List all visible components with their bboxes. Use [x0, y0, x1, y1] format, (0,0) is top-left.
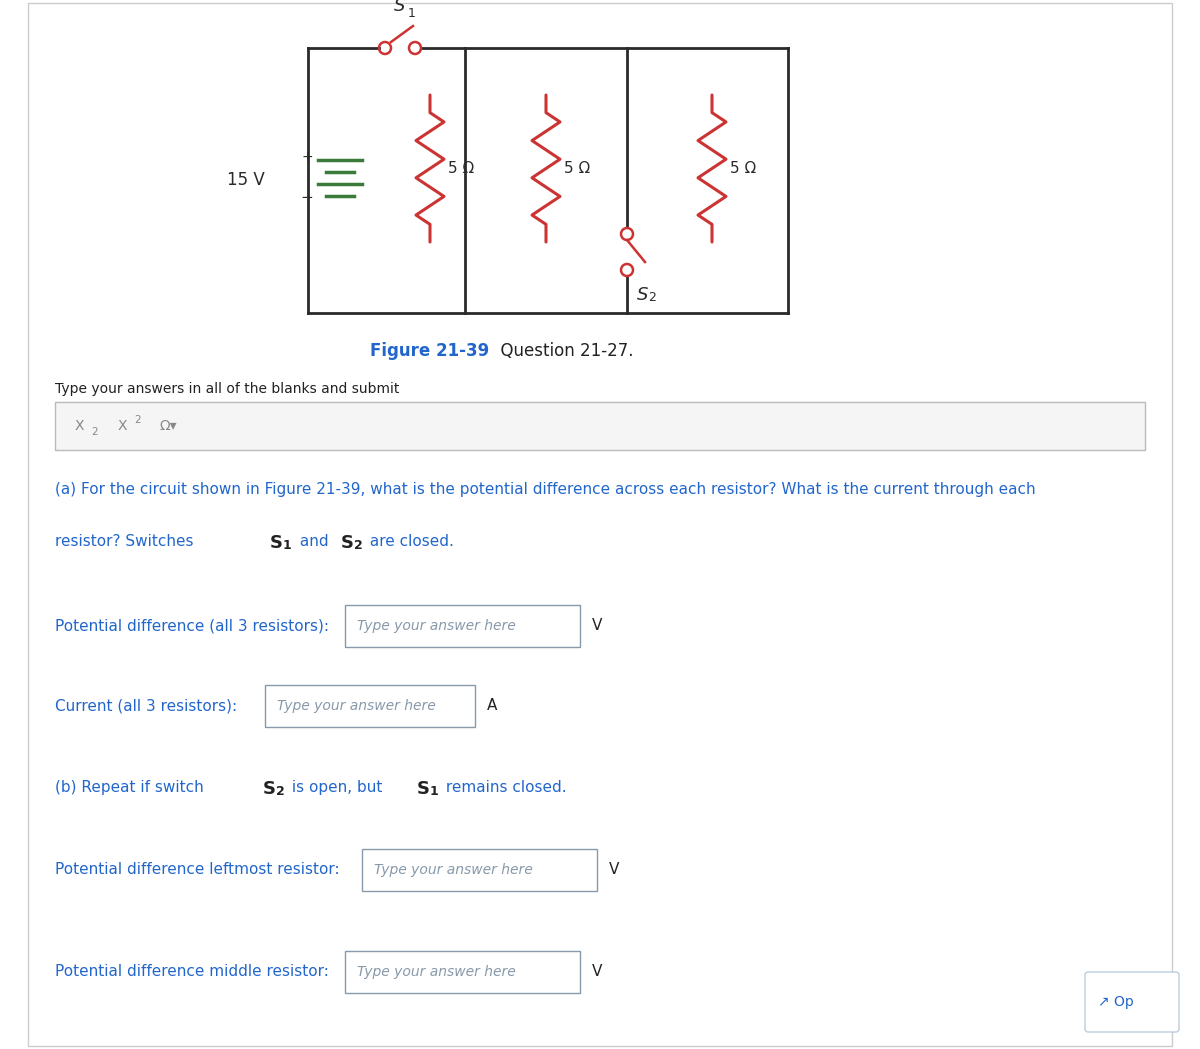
Text: Type your answer here: Type your answer here [358, 965, 516, 979]
FancyBboxPatch shape [1085, 972, 1178, 1032]
Text: 1: 1 [430, 785, 439, 798]
Text: 2: 2 [91, 427, 97, 437]
Text: 5 Ω: 5 Ω [448, 160, 474, 176]
Text: Question 21-27.: Question 21-27. [490, 342, 634, 360]
Text: X: X [74, 419, 84, 433]
Text: (b) Repeat if switch: (b) Repeat if switch [55, 780, 209, 795]
Text: and: and [295, 534, 334, 549]
FancyBboxPatch shape [346, 951, 580, 993]
Text: S: S [395, 0, 406, 15]
Text: Current (all 3 resistors):: Current (all 3 resistors): [55, 699, 238, 713]
Text: 2: 2 [648, 291, 656, 304]
Text: −: − [301, 190, 313, 205]
Text: is open, but: is open, but [287, 780, 388, 795]
Text: S: S [341, 534, 354, 552]
Text: Potential difference middle resistor:: Potential difference middle resistor: [55, 964, 329, 980]
Text: V: V [610, 862, 619, 878]
Text: 5 Ω: 5 Ω [730, 160, 756, 176]
FancyBboxPatch shape [346, 605, 580, 647]
Text: Type your answer here: Type your answer here [277, 699, 436, 713]
Text: Type your answer here: Type your answer here [374, 863, 533, 877]
Text: 2: 2 [134, 415, 140, 425]
FancyBboxPatch shape [265, 685, 475, 727]
Text: resistor? Switches: resistor? Switches [55, 534, 198, 549]
FancyBboxPatch shape [28, 3, 1172, 1046]
Text: (a) For the circuit shown in Figure 21-39, what is the potential difference acro: (a) For the circuit shown in Figure 21-3… [55, 481, 1036, 497]
Text: Ω▾: Ω▾ [160, 419, 178, 433]
Text: 1: 1 [283, 539, 292, 552]
Text: A: A [487, 699, 497, 713]
Text: are closed.: are closed. [365, 534, 454, 549]
Text: S: S [418, 780, 430, 798]
Text: 1: 1 [408, 7, 416, 20]
Text: S: S [270, 534, 283, 552]
Text: 2: 2 [276, 785, 284, 798]
Text: X: X [118, 419, 127, 433]
Text: 15 V: 15 V [227, 171, 265, 189]
Text: S: S [263, 780, 276, 798]
Text: +: + [301, 150, 313, 164]
Text: V: V [592, 964, 602, 980]
FancyBboxPatch shape [55, 402, 1145, 450]
Text: remains closed.: remains closed. [442, 780, 566, 795]
Text: 5 Ω: 5 Ω [564, 160, 590, 176]
Text: Type your answers in all of the blanks and submit: Type your answers in all of the blanks a… [55, 382, 400, 397]
Text: Type your answer here: Type your answer here [358, 619, 516, 633]
Text: Potential difference leftmost resistor:: Potential difference leftmost resistor: [55, 862, 340, 878]
Text: Figure 21-39: Figure 21-39 [370, 342, 490, 360]
Text: 2: 2 [354, 539, 362, 552]
Text: ↗ Op: ↗ Op [1098, 996, 1134, 1009]
FancyBboxPatch shape [362, 849, 598, 891]
Text: Potential difference (all 3 resistors):: Potential difference (all 3 resistors): [55, 619, 329, 634]
Text: S: S [637, 286, 648, 304]
Text: V: V [592, 619, 602, 634]
